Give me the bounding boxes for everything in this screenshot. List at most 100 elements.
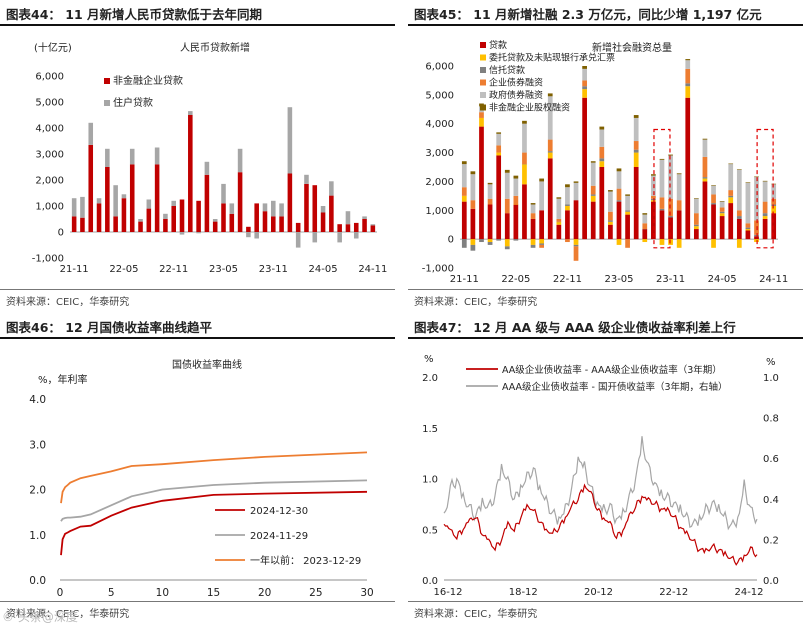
bar-segment [736,239,742,248]
x-tick-label: 16-12 [433,587,462,598]
bar-segment [702,156,708,178]
bar-segment [633,141,639,150]
bar-segment [171,200,176,206]
bar-segment [329,181,334,196]
bar-segment [513,239,519,241]
bar-segment [539,178,545,182]
bar-chart-social-financing: 新增社会融资总量 -1,000 0 1,000 2,000 3,000 4,000 5,000… [422,39,788,285]
x-tick-label: 23-11 [259,264,288,275]
legend-swatch [480,92,486,98]
bar-segment [487,242,493,245]
bar-segment [711,185,716,195]
bar-segment [171,206,176,232]
bar-segment [479,126,484,240]
bar-segment [736,210,742,217]
legend-swatch [104,78,110,84]
bar-segment [71,198,77,217]
chart-header: 图表45： 11 月新增社融 2.3 万亿元，同比少增 1,197 亿元 [414,7,762,22]
bar-segment [163,219,168,232]
x-tick-label: 0 [57,587,64,599]
bar-segment [496,239,502,241]
bar-segment [547,158,553,240]
bar-segment [762,216,768,219]
bar-segment [496,133,502,146]
bar-segment [668,216,673,218]
bar-segment [179,232,185,235]
y-axis-label: %，年利率 [38,373,88,386]
bar-segment [728,197,734,204]
bar-segment [113,216,118,232]
bar-segment [513,178,519,196]
bar-segment [599,167,605,240]
bar-segment [736,169,742,211]
bar-segment [728,203,734,240]
bar-segment [487,184,493,199]
bar-segment [504,239,510,247]
bar-segment [304,174,309,184]
bar-segment [736,169,742,170]
bar-segment [642,229,648,240]
y-tick-label: 1,000 [35,202,64,213]
bar-segment [312,232,318,243]
legend-label: 非金融企业股权融资 [489,102,570,114]
y-tick-label-right: 0.6 [763,454,779,465]
bar-segment [96,198,102,204]
header-rule [408,24,803,26]
y-tick-label: 2,000 [35,176,64,187]
legend-swatch [480,54,486,61]
bar-segment [504,213,510,240]
bar-segment [461,161,467,165]
bar-segment [711,203,716,205]
bar-segment [146,208,152,232]
bar-segment [625,194,630,196]
bar-segment [539,243,545,245]
bar-segment [685,97,691,240]
series-line [60,479,368,522]
legend-swatch [480,79,486,86]
bar-segment [702,138,708,140]
bar-segment [370,225,376,232]
bar-segment [487,198,493,205]
y-tick-label-left: 2.0 [422,373,438,384]
bar-segment [188,115,193,232]
bar-segment [702,139,708,157]
bar-segment [745,182,751,183]
bar-segment [279,216,284,232]
bar-segment [146,199,152,209]
bar-segment [582,89,587,98]
bar-segment [745,229,751,231]
bar-segment [582,86,587,90]
bar-segment [287,173,293,232]
bar-segment [470,244,476,251]
bar-segment [229,203,235,214]
bar-segment [121,194,127,199]
bar-segment [590,162,596,186]
bar-segment [625,214,630,240]
bar-segment [736,218,742,240]
bar-segment [582,80,587,87]
bar-segment [676,174,682,201]
bar-segment [504,172,510,199]
legend-swatch [104,100,110,106]
bar-segment [711,194,716,204]
bar-segment [565,184,570,188]
bar-segment [287,107,293,174]
bar-segment [754,236,759,240]
bar-segment [539,181,545,211]
bar-segment [530,204,536,214]
bar-segment [745,227,751,230]
bar-chart-loans: (十亿元) 人民币贷款新增 -1,000 0 1,000 2,000 3,000 4,000 5… [32,41,388,275]
bar-segment [229,213,235,232]
source-rule [0,289,395,290]
bar-segment [530,203,536,205]
bar-segment [573,182,579,201]
bar-segment [625,210,630,212]
bar-segment [121,198,127,232]
bar-segment [693,213,699,225]
bar-segment [461,187,467,196]
bar-segment [659,158,665,160]
bar-segment [96,203,102,232]
y-tick-label: 4,000 [425,119,454,130]
bar-segment [556,224,562,240]
bar-segment [113,185,118,217]
